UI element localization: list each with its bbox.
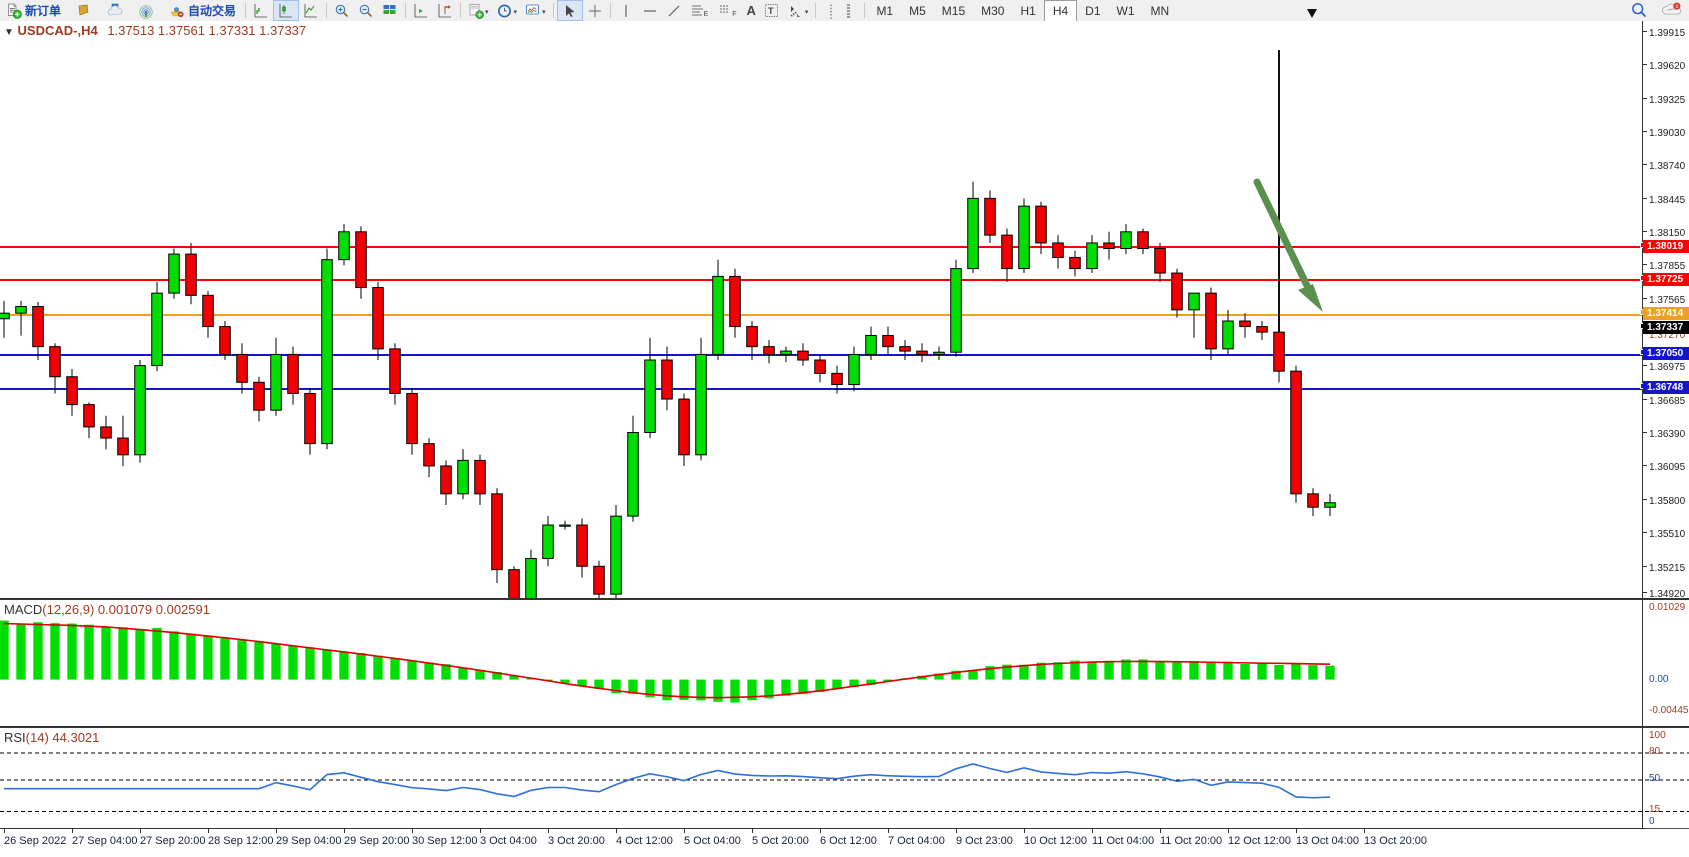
svg-text:T: T: [768, 6, 774, 16]
svg-text:1: 1: [1676, 3, 1679, 9]
